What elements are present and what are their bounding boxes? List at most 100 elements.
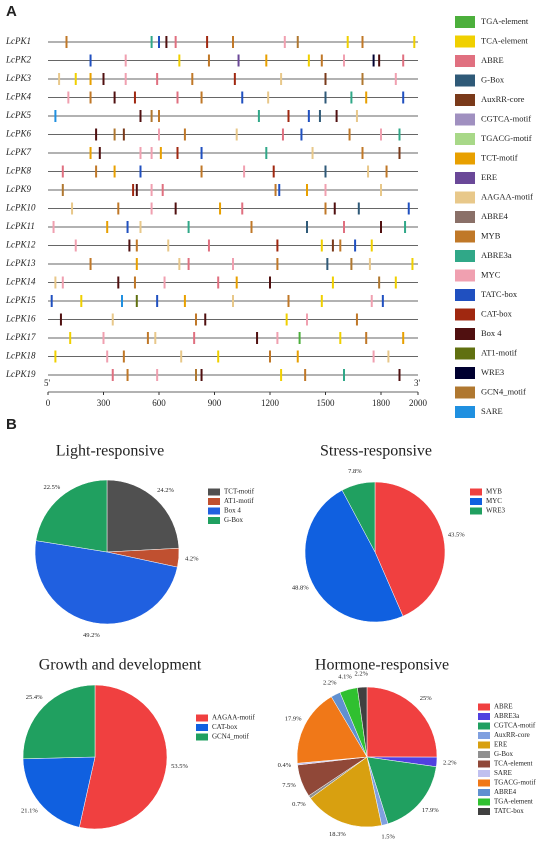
x-tick-label: 0 <box>46 398 51 408</box>
motif-site <box>372 350 375 363</box>
legend-label: SARE <box>481 406 503 416</box>
pie-slice <box>366 756 437 825</box>
motif-site <box>67 91 70 104</box>
legend-label: ABRE4 <box>494 788 517 796</box>
legend-swatch <box>455 269 475 282</box>
motif-site <box>167 239 170 252</box>
motif-site <box>156 295 159 307</box>
legend-label: AuxRR-core <box>481 94 525 104</box>
motif-site <box>361 73 364 85</box>
motif-site <box>156 73 159 85</box>
legend-label: CAT-box <box>212 723 238 731</box>
motif-site <box>394 73 397 85</box>
motif-site <box>65 36 68 48</box>
legend-label: ERE <box>494 741 507 749</box>
legend-label: G-Box <box>494 750 514 758</box>
motif-site <box>174 36 177 48</box>
legend-swatch <box>478 798 490 806</box>
legend-label: G-Box <box>481 74 505 84</box>
gene-label: LcPK18 <box>5 351 36 361</box>
motif-site <box>269 350 271 363</box>
motif-site <box>187 258 190 270</box>
motif-site <box>128 239 131 252</box>
motif-site <box>370 239 373 252</box>
motif-site <box>178 54 181 67</box>
motif-site <box>135 258 138 270</box>
motif-site <box>74 239 77 252</box>
legend-label: MYC <box>486 497 502 505</box>
legend-label: AT1-motif <box>224 497 254 505</box>
motif-site <box>174 202 177 215</box>
motif-site <box>52 221 55 233</box>
motif-site <box>58 73 61 85</box>
pie-slice <box>296 696 368 764</box>
x-tick-label: 2000 <box>409 398 428 408</box>
pie-value-label: 17.9% <box>285 716 302 723</box>
pie-value-label: 22.5% <box>43 484 60 491</box>
panel-label: B <box>6 416 17 433</box>
motif-site <box>89 258 92 270</box>
motif-site <box>326 258 329 270</box>
motif-site <box>178 258 181 270</box>
pie-slice <box>366 686 438 758</box>
motif-site <box>135 184 138 196</box>
motif-site <box>276 258 279 270</box>
motif-site <box>331 239 334 252</box>
legend-swatch <box>455 94 475 106</box>
gene-label: LcPK5 <box>5 110 32 120</box>
motif-site <box>135 239 138 252</box>
motif-site <box>95 165 98 178</box>
panel-label: A <box>6 3 17 20</box>
motif-site <box>135 295 138 307</box>
motif-site <box>200 91 203 104</box>
legend-swatch <box>478 770 490 777</box>
motif-site <box>298 332 301 344</box>
pie-slice <box>357 686 368 758</box>
motif-site <box>281 128 284 141</box>
legend-label: AAGAA-motif <box>481 191 533 201</box>
motif-site <box>355 313 358 326</box>
pie-slice <box>341 481 376 553</box>
motif-site <box>287 110 290 122</box>
legend-label: Box 4 <box>224 507 241 515</box>
motif-site <box>378 276 381 289</box>
gene-label: LcPK7 <box>5 147 32 157</box>
motif-site <box>80 295 83 307</box>
motif-site <box>318 110 321 122</box>
motif-site <box>267 91 270 104</box>
legend-swatch <box>455 328 475 340</box>
legend-label: ABRE <box>494 703 513 711</box>
motif-site <box>54 110 57 122</box>
motif-site <box>380 221 382 233</box>
motif-site <box>354 239 357 252</box>
motif-site <box>61 184 64 196</box>
legend-swatch <box>455 172 475 184</box>
motif-site <box>139 110 142 122</box>
motif-site <box>256 332 259 344</box>
motif-site <box>193 332 196 344</box>
motif-site <box>265 147 268 159</box>
motif-site <box>402 54 405 67</box>
motif-site <box>307 54 310 67</box>
x-tick-label: 900 <box>208 398 222 408</box>
motif-site <box>237 54 240 67</box>
motif-site <box>180 350 183 363</box>
legend-swatch <box>208 498 220 505</box>
gene-label: LcPK17 <box>5 332 36 342</box>
legend-label: WRE3 <box>481 367 504 377</box>
legend-swatch <box>478 713 490 720</box>
legend-swatch <box>196 733 208 741</box>
gene-label: LcPK15 <box>5 295 36 305</box>
motif-site <box>150 36 153 48</box>
legend-label: ABRE <box>481 55 504 65</box>
motif-site <box>333 202 336 215</box>
motif-site <box>158 110 160 122</box>
motif-site <box>95 128 98 141</box>
legend-swatch <box>208 517 220 524</box>
motif-site <box>387 350 390 363</box>
motif-site <box>413 36 416 48</box>
gene-label: LcPK14 <box>5 277 36 287</box>
motif-site <box>324 91 327 104</box>
pie-value-label: 7.8% <box>348 468 362 475</box>
motif-site <box>200 147 203 159</box>
